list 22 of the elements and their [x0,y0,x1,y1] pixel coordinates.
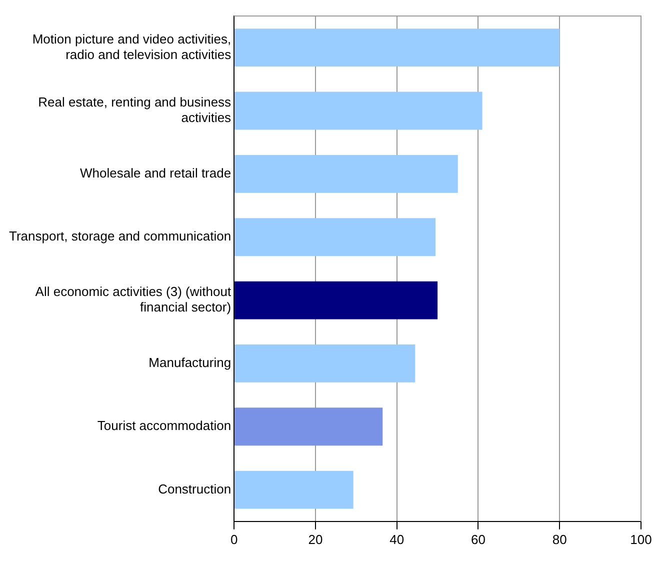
y-tick-label: Wholesale and retail trade [80,166,232,181]
x-tick-label: 20 [308,532,323,547]
bar [234,344,416,382]
y-tick-label: Transport, storage and communication [8,228,232,244]
y-tick-label: Tourist accommodation [97,418,232,434]
x-tick-label: 0 [230,532,238,547]
y-tick-label: Construction [158,481,232,496]
bar [234,470,354,509]
x-tick-label: 100 [630,532,652,547]
y-tick-label: Manufacturing [148,355,232,370]
x-tick-label: 60 [470,532,486,547]
bar [234,154,458,193]
y-tick-label: All economic activities (3) (without financial sector) [35,284,232,315]
bar [234,408,383,446]
bar [234,92,482,130]
x-tick-label: 80 [552,532,567,547]
bar [234,281,438,320]
bar [234,218,436,256]
y-tick-label: Real estate, renting and business activities [38,94,232,126]
y-tick-label: Motion picture and video activities, radio and television activities [32,31,232,62]
bar [234,28,560,67]
x-tick-label: 40 [390,532,404,547]
